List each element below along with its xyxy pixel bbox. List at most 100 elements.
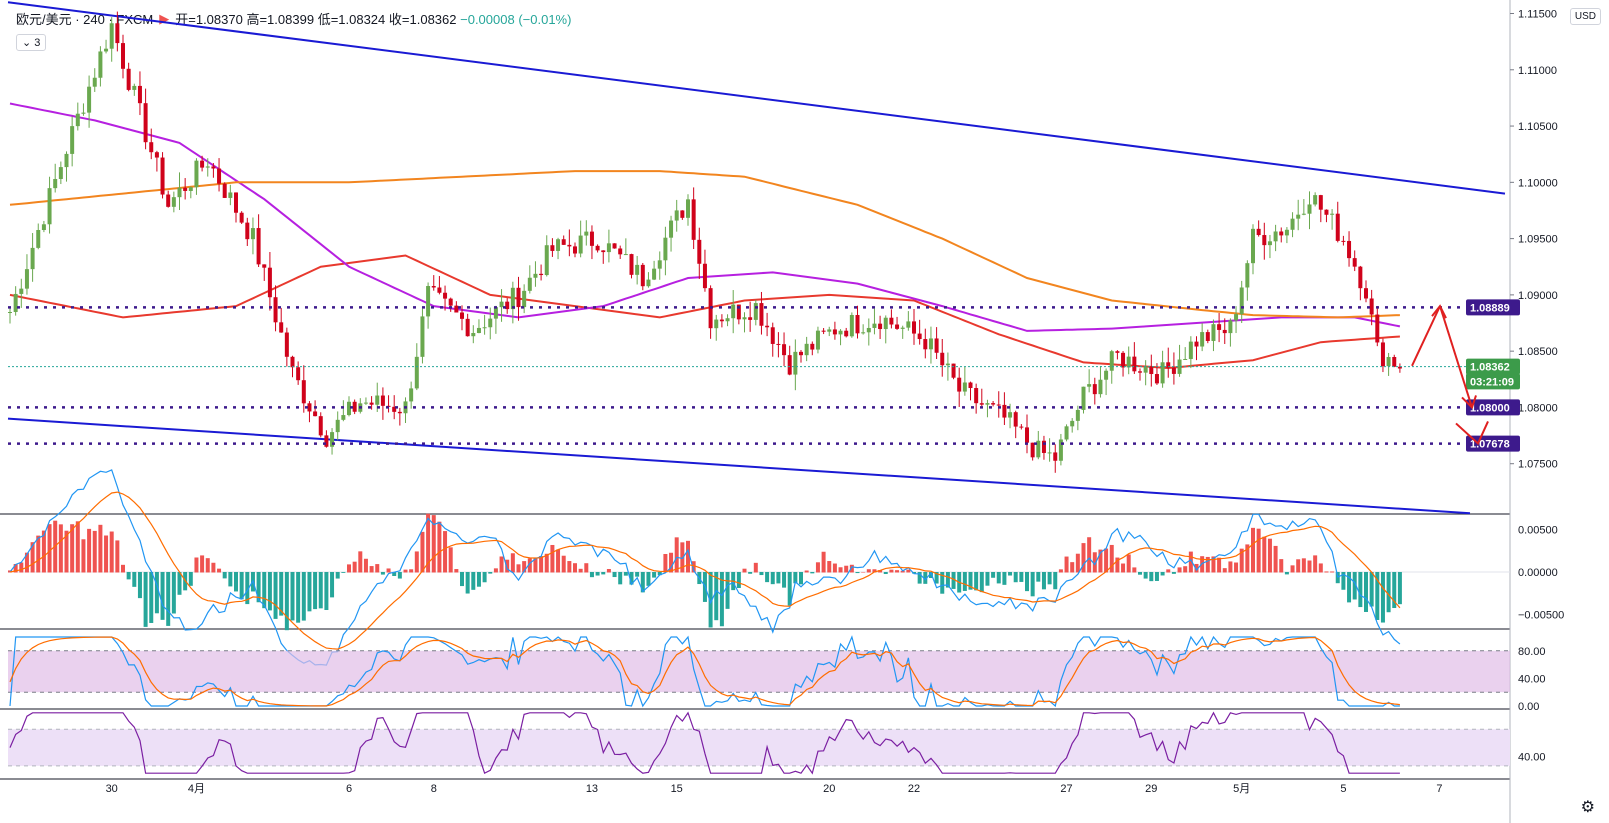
candle-body	[380, 395, 385, 406]
candle-body	[98, 51, 103, 78]
macd-histogram-bar	[1149, 572, 1154, 582]
candle-body	[1296, 214, 1301, 219]
candle-body	[375, 395, 380, 405]
macd-histogram-bar	[719, 572, 724, 627]
macd-histogram-bar	[736, 572, 741, 588]
candle-body	[1188, 341, 1193, 359]
macd-histogram-bar	[1296, 559, 1301, 573]
macd-histogram-bar	[951, 572, 956, 589]
macd-histogram-bar	[132, 572, 137, 587]
candle-body	[1109, 351, 1114, 371]
macd-histogram-bar	[793, 572, 798, 584]
candle-body	[923, 339, 928, 350]
macd-histogram-bar	[386, 568, 391, 573]
annotation-arrow-target	[1455, 421, 1489, 446]
macd-histogram-bar	[770, 572, 775, 585]
macd-histogram-bar	[815, 562, 820, 573]
candle-body	[742, 317, 747, 320]
macd-histogram-bar	[403, 569, 408, 573]
macd-histogram-bar	[1347, 572, 1352, 603]
candle-body	[166, 194, 171, 207]
macd-histogram-bar	[1143, 572, 1148, 579]
candle-body	[522, 290, 527, 308]
macd-histogram-bar	[906, 569, 911, 573]
macd-histogram-bar	[1318, 563, 1323, 573]
macd-histogram-bar	[318, 572, 323, 609]
candle-body	[460, 312, 464, 319]
candle-body	[731, 304, 736, 319]
macd-histogram-bar	[426, 513, 431, 573]
macd-histogram-bar	[934, 572, 939, 584]
macd-histogram-bar	[567, 561, 572, 573]
macd-histogram-bar	[1262, 536, 1267, 573]
macd-histogram-bar	[889, 569, 894, 573]
macd-line	[9, 469, 1401, 666]
candle-body	[861, 332, 866, 334]
macd-histogram-bar	[708, 572, 713, 628]
macd-histogram-bar	[392, 572, 397, 577]
candle-body	[75, 113, 80, 127]
candle-body	[330, 432, 335, 447]
candle-body	[776, 343, 781, 345]
macd-histogram-bar	[1160, 572, 1165, 576]
candle-body	[1211, 324, 1216, 341]
rsi-band	[8, 729, 1510, 766]
candle-body	[81, 112, 86, 114]
candle-body	[1132, 356, 1137, 372]
candle-body	[58, 167, 63, 179]
macd-histogram-bar	[380, 572, 385, 575]
macd-histogram-bar	[674, 537, 679, 573]
flag-icon[interactable]: ▶	[159, 10, 170, 26]
candle-body	[13, 293, 18, 312]
candle-body	[1053, 452, 1058, 461]
candle-body	[222, 183, 227, 198]
macd-histogram-bar	[945, 572, 950, 588]
candle-body	[1138, 371, 1142, 373]
rsi-axis-label: 40.00	[1518, 752, 1546, 764]
macd-histogram-bar	[188, 572, 193, 586]
macd-histogram-bar	[1324, 571, 1329, 573]
candle-body	[70, 126, 75, 154]
macd-histogram-bar	[1205, 556, 1210, 573]
candle-body	[267, 267, 272, 298]
macd-histogram-bar	[883, 572, 888, 575]
candle-body	[1047, 452, 1052, 454]
macd-histogram-bar	[121, 564, 125, 573]
candle-body	[284, 332, 289, 357]
macd-histogram-bar	[1313, 555, 1318, 573]
candle-body	[409, 388, 414, 402]
candle-body	[1358, 266, 1363, 289]
macd-histogram-bar	[832, 563, 837, 573]
macd-histogram-bar	[1104, 548, 1109, 573]
macd-histogram-bar	[742, 568, 747, 573]
candle-body	[974, 388, 979, 404]
stoch-axis-label: 40.00	[1518, 673, 1546, 685]
macd-histogram-bar	[510, 553, 515, 573]
macd-histogram-bar	[1075, 553, 1080, 573]
currency-button[interactable]: USD	[1569, 8, 1601, 25]
candle-body	[697, 239, 702, 264]
price-badge	[1466, 299, 1520, 316]
macd-histogram-bar	[714, 572, 719, 621]
candle-body	[900, 327, 905, 329]
macd-histogram-bar	[13, 564, 18, 573]
candle-body	[493, 307, 498, 319]
candle-body	[24, 269, 29, 289]
candle-body	[115, 23, 120, 44]
macd-histogram-bar	[171, 572, 176, 614]
rsi-line	[9, 711, 1400, 775]
candle-body	[1313, 195, 1318, 205]
macd-histogram-bar	[443, 531, 448, 573]
macd-axis-label: 0.00000	[1518, 567, 1558, 579]
macd-histogram-bar	[307, 572, 312, 612]
candle-body	[454, 305, 459, 313]
macd-histogram-bar	[437, 521, 442, 573]
macd-histogram-bar	[1132, 567, 1137, 573]
indicators-toggle-button[interactable]: ⌄ 3	[16, 34, 47, 51]
settings-gear-icon[interactable]: ⚙	[1580, 799, 1595, 816]
price-axis-label: 1.09000	[1518, 290, 1558, 302]
candle-body	[996, 404, 1001, 406]
candle-body	[1087, 384, 1092, 387]
candle-body	[691, 199, 696, 240]
